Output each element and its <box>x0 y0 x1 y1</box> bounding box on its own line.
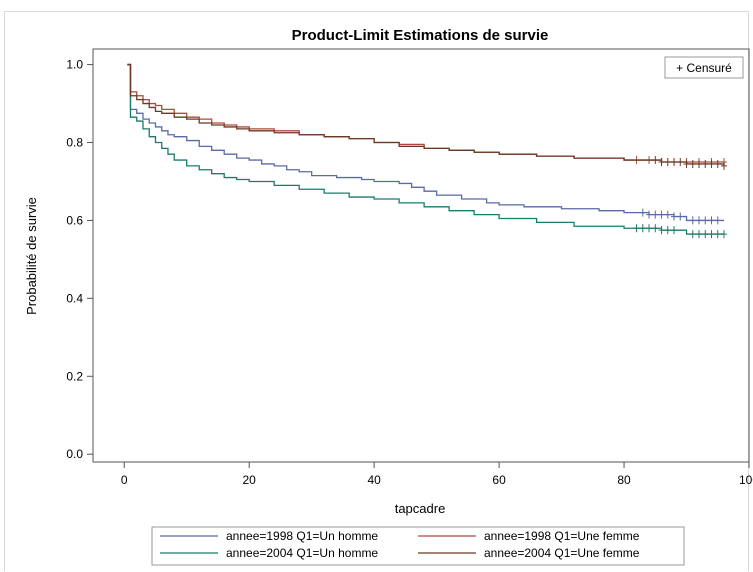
legend-label-2: annee=1998 Q1=Une femme <box>484 529 640 543</box>
censor-mark <box>683 159 690 168</box>
y-axis: 0.0 0.2 0.4 0.6 0.8 1.0 <box>66 58 93 461</box>
censor-mark <box>664 226 671 235</box>
censor-mark <box>652 210 659 219</box>
censor-mark <box>639 208 646 217</box>
censor-mark <box>639 224 646 233</box>
series-line-1 <box>127 63 725 222</box>
censor-mark <box>689 159 696 168</box>
series-legend: annee=1998 Q1=Un homme annee=1998 Q1=Une … <box>151 526 685 566</box>
censor-mark <box>708 159 715 168</box>
x-tick-label: 0 <box>121 473 128 487</box>
x-axis-label: tapcadre <box>395 501 446 516</box>
censor-mark <box>714 159 721 168</box>
censor-mark <box>721 230 728 239</box>
x-axis: 0 20 40 60 80 100 <box>121 462 753 487</box>
y-tick-label: 0.2 <box>66 369 83 383</box>
x-tick-label: 100 <box>739 473 753 487</box>
censor-mark <box>689 216 696 225</box>
censor-mark <box>671 157 678 166</box>
censored-legend: + Censuré <box>664 56 744 79</box>
chart-title: Product-Limit Estimations de survie <box>292 27 549 44</box>
series-line-3 <box>127 63 725 235</box>
legend-label-1: annee=1998 Q1=Un homme <box>226 529 378 543</box>
censored-legend-label: + Censuré <box>676 61 732 75</box>
censor-mark <box>696 159 703 168</box>
legend-label-3: annee=2004 Q1=Un homme <box>226 546 378 560</box>
censor-mark <box>702 159 709 168</box>
series-layer <box>127 63 728 239</box>
y-tick-label: 0.4 <box>66 291 83 305</box>
censor-mark <box>677 157 684 166</box>
censor-mark <box>702 216 709 225</box>
censor-mark <box>708 216 715 225</box>
series-legend-box <box>151 526 685 566</box>
censor-mark <box>689 230 696 239</box>
censor-mark <box>652 156 659 165</box>
censor-mark <box>652 224 659 233</box>
y-tick-label: 0.8 <box>66 136 83 150</box>
y-tick-label: 1.0 <box>66 58 83 72</box>
legend-label-4: annee=2004 Q1=Une femme <box>484 546 640 560</box>
censor-mark <box>633 224 640 233</box>
censor-mark <box>671 226 678 235</box>
censor-mark <box>708 230 715 239</box>
censor-mark <box>646 224 653 233</box>
censor-mark <box>702 230 709 239</box>
censor-mark <box>714 230 721 239</box>
series-line-2 <box>127 63 725 163</box>
x-tick-label: 80 <box>617 473 631 487</box>
x-tick-label: 20 <box>243 473 257 487</box>
plot-area <box>92 48 750 463</box>
censor-mark <box>658 210 665 219</box>
censor-mark <box>664 157 671 166</box>
y-tick-label: 0.0 <box>66 447 83 461</box>
y-axis-label: Probabilité de survie <box>24 197 39 315</box>
censor-mark <box>646 210 653 219</box>
chart-frame <box>4 11 749 571</box>
censor-mark <box>658 226 665 235</box>
censor-mark <box>696 216 703 225</box>
censor-mark <box>696 230 703 239</box>
censor-mark <box>721 161 728 170</box>
x-tick-label: 60 <box>492 473 506 487</box>
censor-mark <box>664 210 671 219</box>
censor-mark <box>658 157 665 166</box>
censor-mark <box>714 216 721 225</box>
x-tick-label: 40 <box>367 473 381 487</box>
series-line-4 <box>127 63 725 166</box>
censored-legend-box <box>664 56 744 79</box>
y-tick-label: 0.6 <box>66 213 83 227</box>
censor-mark <box>671 212 678 221</box>
censor-mark <box>677 212 684 221</box>
